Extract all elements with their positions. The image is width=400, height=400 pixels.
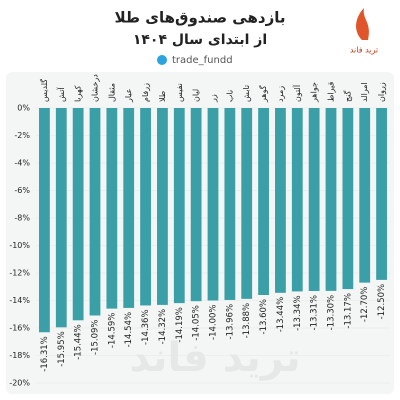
x-tick-label: زروان	[377, 82, 386, 102]
y-tick-label: -8%	[14, 214, 30, 223]
value-label: -13.34%	[293, 295, 303, 330]
value-label: -13.88%	[242, 303, 252, 338]
value-label: -14.00%	[209, 305, 219, 340]
bar	[190, 108, 202, 302]
bar	[72, 108, 84, 321]
value-label: -13.96%	[225, 304, 235, 339]
bar	[173, 108, 185, 304]
value-label: -14.59%	[107, 313, 117, 348]
watermark: ترید فاند	[129, 335, 300, 381]
value-label: -15.95%	[57, 331, 67, 366]
bar	[342, 108, 354, 290]
x-tick-label: ناب	[225, 90, 234, 102]
y-tick-label: -10%	[9, 241, 30, 250]
handle: trade_fundd	[172, 55, 233, 66]
y-tick-label: -20%	[9, 379, 30, 388]
y-tick-label: 0%	[17, 104, 30, 113]
bar	[207, 108, 219, 301]
x-tick-label: آتش	[56, 87, 66, 102]
bar	[106, 108, 118, 309]
x-tick-label: مثقال	[107, 83, 116, 102]
x-tick-label: زر	[209, 94, 218, 103]
value-label: -14.36%	[141, 309, 151, 344]
value-label: -14.19%	[175, 307, 185, 342]
x-tick-label: طلا	[158, 91, 167, 102]
x-tick-label: زمرد	[276, 86, 285, 102]
value-label: -16.31%	[40, 336, 50, 371]
chart-subtitle: از ابتدای سال ۱۴۰۴	[133, 32, 267, 48]
bar	[89, 108, 101, 316]
value-label: -14.54%	[124, 312, 134, 347]
value-label: -13.60%	[259, 299, 269, 334]
y-tick-label: -2%	[14, 131, 30, 140]
value-label: -14.05%	[192, 305, 202, 340]
x-tick-label: زرفام	[141, 83, 150, 102]
bar	[275, 108, 286, 293]
bar	[224, 108, 236, 300]
x-tick-label: گوهر	[258, 85, 268, 103]
logo-icon	[356, 8, 369, 40]
bar	[140, 108, 151, 306]
x-tick-label: کهربا	[74, 85, 83, 102]
bar	[325, 108, 337, 291]
x-tick-label: جواهر	[310, 82, 319, 103]
x-tick-label: لیان	[192, 89, 201, 102]
x-tick-label: گنج	[342, 90, 352, 102]
bar	[39, 108, 50, 333]
bar	[258, 108, 269, 295]
x-tick-label: آلتون	[292, 84, 302, 102]
value-label: -13.44%	[276, 297, 286, 332]
logo-text: ترید فاند	[350, 46, 378, 55]
bar	[291, 108, 303, 292]
value-label: -12.70%	[360, 287, 370, 322]
y-tick-label: -4%	[14, 159, 30, 168]
x-tick-label: گلدیس	[39, 79, 49, 102]
y-tick-label: -16%	[9, 324, 30, 333]
value-label: -13.17%	[343, 293, 353, 328]
y-tick-label: -14%	[9, 296, 30, 305]
value-label: -15.09%	[91, 319, 101, 354]
bar	[123, 108, 135, 308]
bar	[157, 108, 168, 305]
x-tick-label: نفیس	[175, 83, 184, 102]
x-tick-label: درخشان	[91, 74, 100, 102]
y-tick-label: -12%	[9, 269, 30, 278]
bar	[308, 108, 320, 292]
x-tick-label: قیراط	[327, 82, 336, 102]
value-label: -13.30%	[327, 295, 337, 330]
bar	[359, 108, 371, 283]
value-label: -13.31%	[310, 295, 320, 330]
y-tick-label: -6%	[14, 186, 30, 195]
bar	[376, 108, 387, 280]
value-label: -15.44%	[74, 324, 84, 359]
telegram-icon	[157, 55, 167, 65]
chart-title: بازدهی صندوق‌های طلا	[115, 9, 286, 27]
x-tick-label: امرالد	[360, 82, 369, 102]
value-label: -12.50%	[377, 284, 387, 319]
bar	[55, 108, 67, 328]
y-tick-label: -18%	[9, 351, 30, 360]
x-tick-label: عیار	[124, 89, 133, 104]
value-label: -14.32%	[158, 309, 168, 344]
x-tick-label: تابش	[242, 85, 251, 102]
bar	[241, 108, 253, 299]
